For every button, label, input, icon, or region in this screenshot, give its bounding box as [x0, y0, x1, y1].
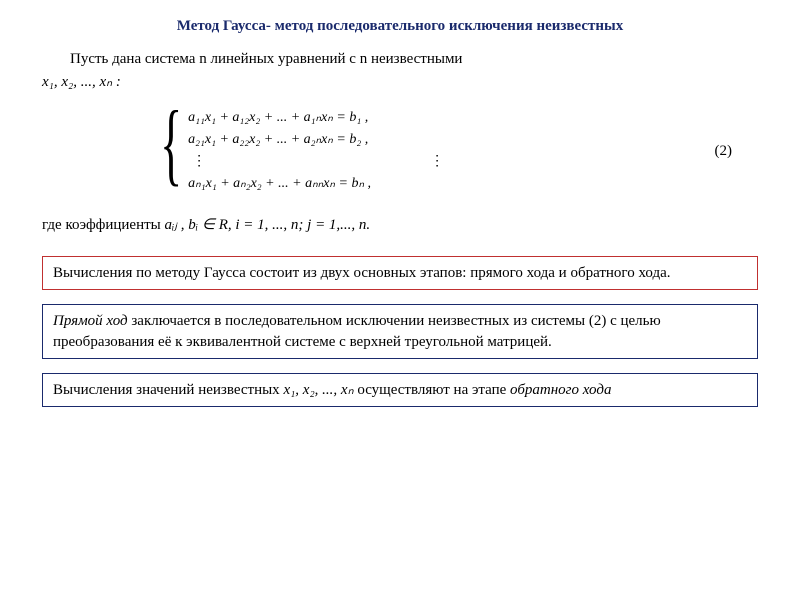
equation-2: a₂₁x₁ + a₂₂x₂ + ... + a₂ₙxₙ = b₂ , — [188, 129, 448, 151]
box2-prefix: Прямой ход — [53, 313, 128, 329]
equation-number: (2) — [715, 143, 733, 160]
box3-suffix: обратного хода — [510, 382, 611, 398]
coeff-prefix: где коэффициенты — [42, 217, 165, 233]
box3-vars: x₁, x₂, ..., xₙ — [283, 382, 353, 398]
info-box-stages: Вычисления по методу Гаусса состоит из д… — [42, 256, 758, 290]
equation-list: a₁₁x₁ + a₁₂x₂ + ... + a₁ₙxₙ = b₁ , a₂₁x₁… — [188, 105, 448, 197]
equation-ellipsis-row: ⋮ ⋮ — [188, 151, 448, 173]
box3-prefix: Вычисления значений неизвестных — [53, 382, 283, 398]
equation-n: aₙ₁x₁ + aₙ₂x₂ + ... + aₙₙxₙ = bₙ , — [188, 173, 448, 195]
info-box-forward: Прямой ход заключается в последовательно… — [42, 304, 758, 359]
equation-system-row: { a₁₁x₁ + a₁₂x₂ + ... + a₁ₙxₙ = b₁ , a₂₁… — [42, 105, 758, 197]
equation-system: { a₁₁x₁ + a₁₂x₂ + ... + a₁ₙxₙ = b₁ , a₂₁… — [138, 105, 448, 197]
page-title: Метод Гаусса- метод последовательного ис… — [42, 18, 758, 35]
intro-vars: x₁, x₂, ..., xₙ : — [42, 72, 758, 91]
box2-rest: заключается в последовательном исключени… — [53, 313, 661, 349]
document-page: Метод Гаусса- метод последовательного ис… — [0, 0, 800, 431]
left-brace-icon: { — [160, 97, 182, 189]
coefficients-line: где коэффициенты aᵢⱼ , bᵢ ∈ R, i = 1, ..… — [42, 215, 758, 234]
info-box-backward: Вычисления значений неизвестных x₁, x₂, … — [42, 373, 758, 407]
vdots-right-icon: ⋮ — [430, 151, 444, 173]
box1-text: Вычисления по методу Гаусса состоит из д… — [53, 265, 671, 281]
vdots-left-icon: ⋮ — [192, 151, 206, 173]
intro-text: Пусть дана система n линейных уравнений … — [70, 51, 462, 67]
box3-mid: осуществляют на этапе — [354, 382, 510, 398]
intro-line-1: Пусть дана система n линейных уравнений … — [42, 51, 758, 68]
equation-1: a₁₁x₁ + a₁₂x₂ + ... + a₁ₙxₙ = b₁ , — [188, 107, 448, 129]
coeff-math: aᵢⱼ , bᵢ ∈ R, i = 1, ..., n; j = 1,..., … — [165, 217, 371, 233]
